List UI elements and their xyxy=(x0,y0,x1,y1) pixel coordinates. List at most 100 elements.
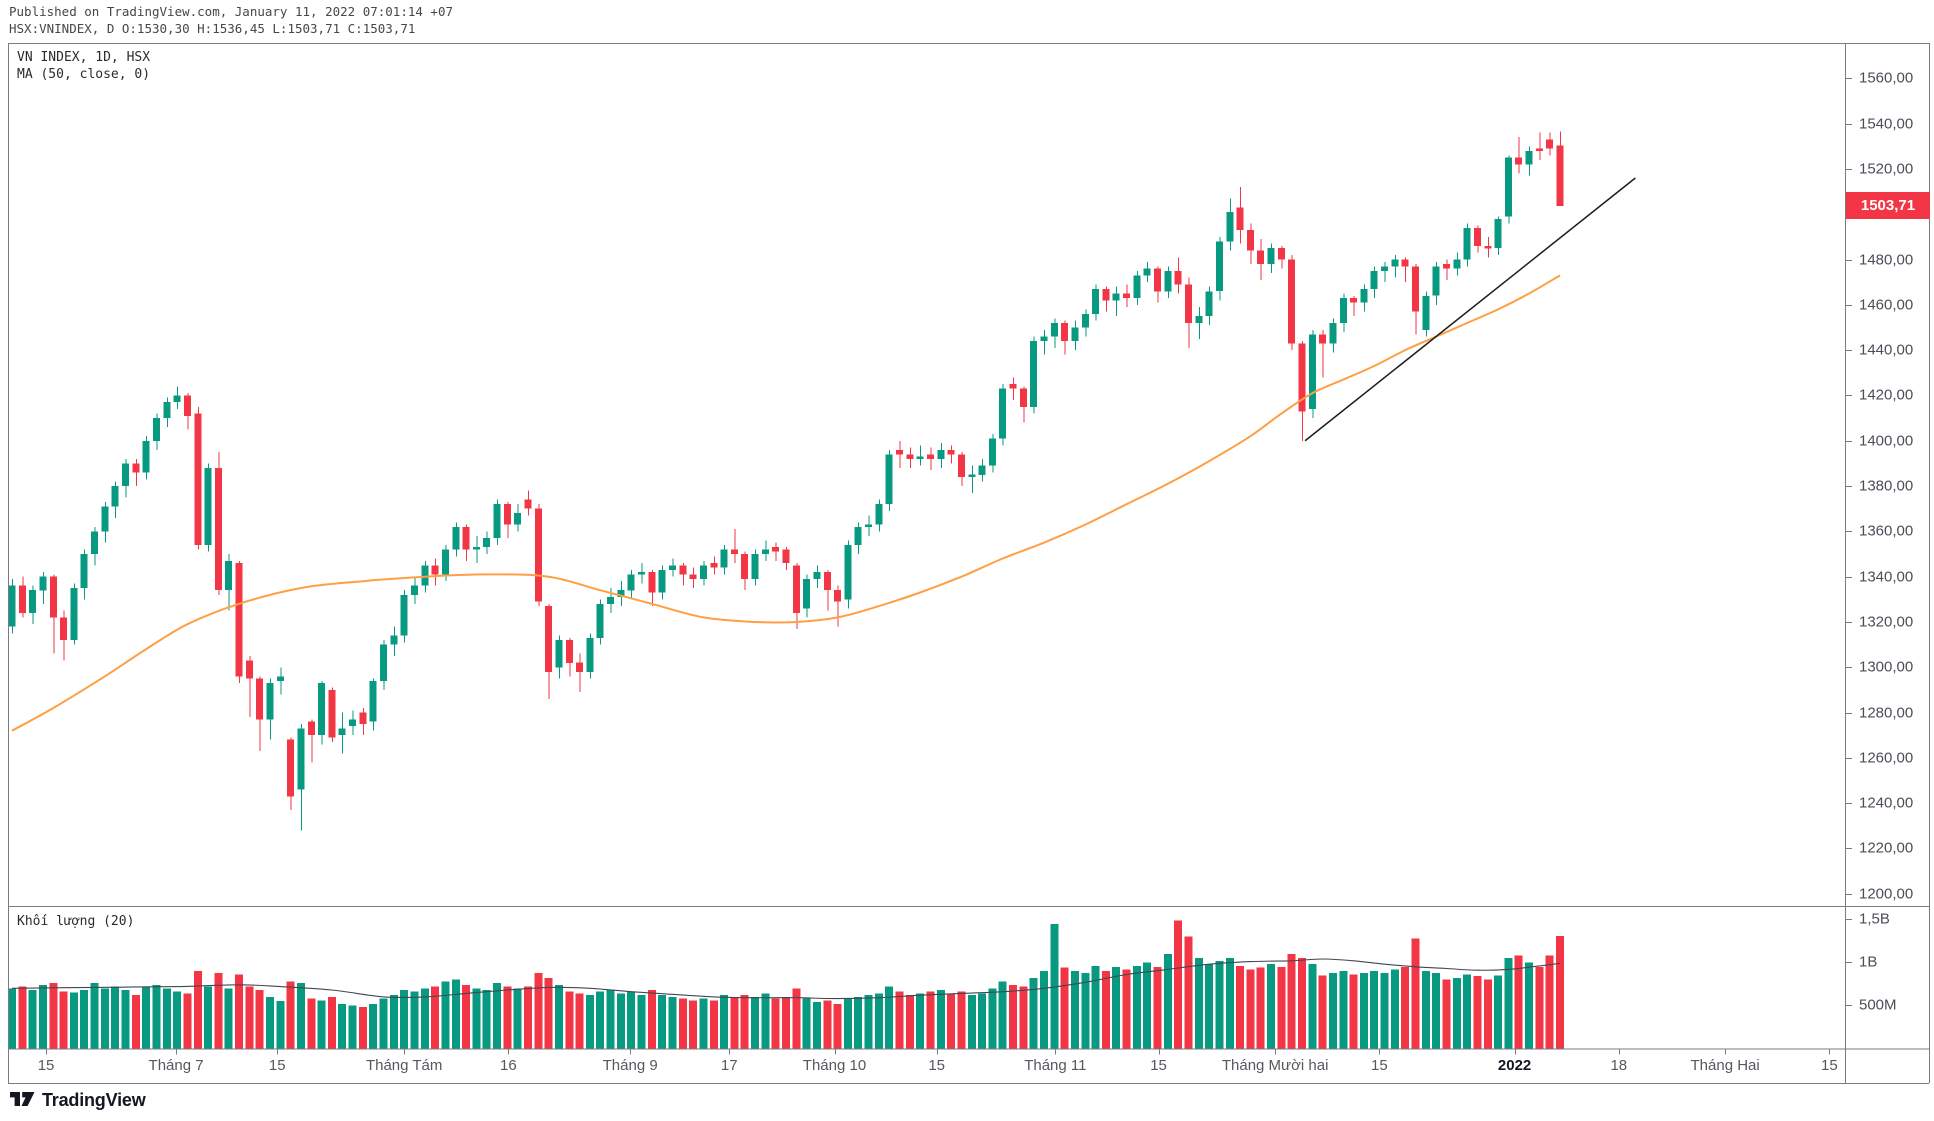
volume-bar xyxy=(1535,966,1544,1049)
candle xyxy=(1246,223,1254,265)
candle xyxy=(1370,266,1378,298)
candle xyxy=(245,655,253,718)
volume-bar xyxy=(1411,938,1420,1049)
candle xyxy=(39,572,47,604)
candle xyxy=(214,452,222,595)
candle xyxy=(545,603,553,699)
volume-bar xyxy=(338,1003,347,1049)
volume-bar xyxy=(1060,967,1069,1049)
candle xyxy=(1071,320,1079,351)
candle xyxy=(338,712,346,754)
time-tick-label: 15 xyxy=(1371,1057,1388,1074)
candle xyxy=(204,463,212,552)
volume-bar xyxy=(286,981,295,1049)
volume-bar xyxy=(39,984,47,1049)
candle xyxy=(1061,320,1069,355)
candle xyxy=(256,676,264,752)
candle xyxy=(999,384,1007,446)
candle xyxy=(132,458,140,487)
volume-bar xyxy=(410,991,419,1049)
volume-bar xyxy=(59,991,68,1049)
volume-bar xyxy=(121,990,130,1049)
candle xyxy=(699,560,707,586)
volume-bar xyxy=(1246,969,1255,1049)
volume-bar xyxy=(369,1003,378,1049)
trendline[interactable] xyxy=(1304,177,1636,442)
candle xyxy=(1556,131,1564,206)
volume-bar xyxy=(709,1000,718,1049)
candle xyxy=(153,413,160,450)
candle xyxy=(638,563,645,584)
candle xyxy=(741,551,749,591)
volume-bar xyxy=(1143,962,1152,1049)
volume-bar xyxy=(348,1005,357,1049)
time-tick-label: 15 xyxy=(268,1057,286,1074)
candle xyxy=(452,522,460,557)
time-tick-label: Tháng 7 xyxy=(148,1057,204,1074)
volume-bar xyxy=(1091,965,1100,1049)
volume-bar xyxy=(400,990,409,1049)
candle xyxy=(730,529,738,564)
price-tick-label: 1480,00 xyxy=(1859,251,1914,269)
volume-bar xyxy=(1359,972,1368,1049)
volume-bar xyxy=(957,991,966,1049)
volume-bar xyxy=(451,979,460,1049)
volume-bar xyxy=(616,993,625,1049)
volume-bar xyxy=(813,1002,821,1049)
candle xyxy=(792,563,800,629)
candle xyxy=(349,710,357,736)
volume-bar xyxy=(668,996,677,1049)
volume-bar xyxy=(1174,920,1183,1049)
volume-bar xyxy=(771,998,780,1049)
volume-bar xyxy=(1225,958,1234,1049)
candle xyxy=(122,458,129,498)
volume-bar xyxy=(524,986,532,1049)
candle xyxy=(1050,318,1058,348)
candle xyxy=(1226,198,1234,251)
candle xyxy=(400,590,408,643)
candle xyxy=(1277,246,1285,269)
volume-bar xyxy=(1556,935,1564,1049)
price-tick-label: 1360,00 xyxy=(1859,522,1914,540)
tradingview-logo[interactable]: TradingView xyxy=(10,1090,146,1111)
volume-bar xyxy=(193,971,202,1049)
volume-bar xyxy=(493,983,501,1049)
volume-bar xyxy=(1308,964,1317,1049)
volume-bar xyxy=(751,996,759,1049)
candle xyxy=(1391,255,1399,278)
volume-bar xyxy=(874,993,883,1049)
candle xyxy=(896,440,903,468)
candle xyxy=(1143,261,1151,283)
volume-bar xyxy=(947,993,956,1049)
candle xyxy=(875,499,883,532)
candle xyxy=(318,680,326,745)
candle xyxy=(761,540,769,561)
candle xyxy=(1133,270,1141,305)
candle xyxy=(1123,284,1131,308)
candle xyxy=(710,556,718,575)
candle xyxy=(720,544,728,575)
candle xyxy=(1339,293,1347,332)
candle xyxy=(627,569,635,600)
candle xyxy=(411,576,418,604)
candle xyxy=(1463,223,1471,267)
candle xyxy=(782,547,790,570)
candle xyxy=(80,549,88,600)
volume-bar xyxy=(8,988,16,1049)
volume-bar xyxy=(358,1007,367,1049)
volume-tick-label: 500M xyxy=(1859,996,1897,1014)
candle xyxy=(194,406,202,550)
volume-bar xyxy=(1205,964,1214,1049)
volume-bar xyxy=(1298,958,1306,1049)
volume-bar xyxy=(69,992,78,1049)
candle xyxy=(617,581,625,607)
candle xyxy=(565,637,573,677)
volume-bar xyxy=(1236,965,1245,1049)
candle xyxy=(1473,225,1481,253)
candle xyxy=(1401,257,1409,283)
candle xyxy=(1081,309,1089,337)
candle xyxy=(60,610,68,661)
volume-bar xyxy=(266,996,274,1049)
candle xyxy=(957,452,965,487)
